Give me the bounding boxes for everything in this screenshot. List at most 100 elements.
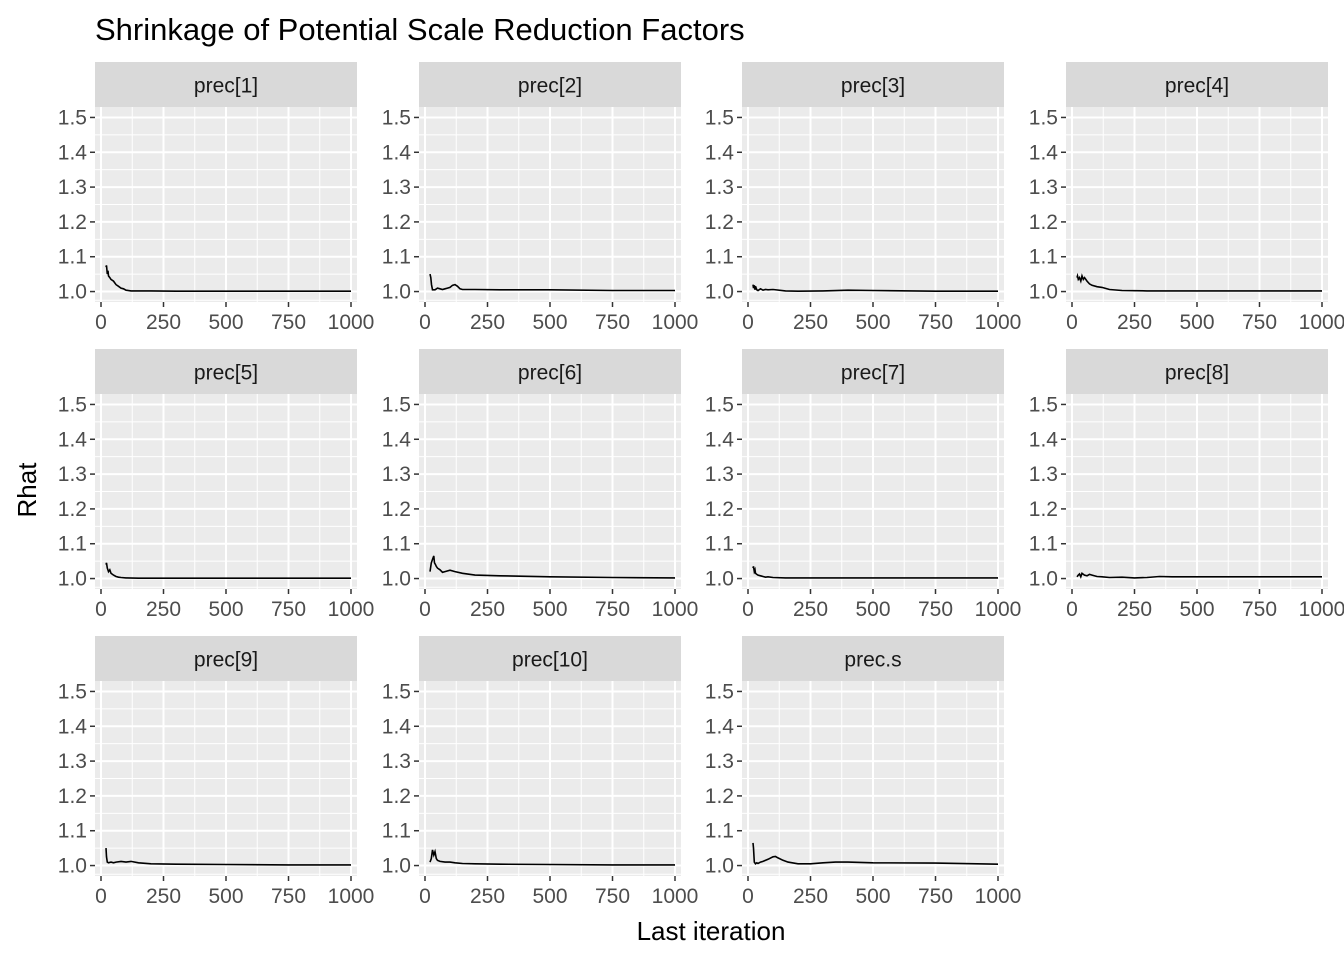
facet-panel: prec[3] 1.0 1.1 1.2 1.3 1.4 1.5 0 250 500 750 1000 — [705, 62, 1021, 334]
x-tick-label: 750 — [1242, 598, 1277, 621]
y-tick-label: 1.1 — [705, 533, 734, 556]
facet-panel: prec[10] 1.0 1.1 1.2 1.3 1.4 1.5 0 250 500 750 1000 — [382, 636, 698, 908]
facet-strip-label: prec[5] — [194, 362, 258, 385]
y-tick-label: 1.2 — [382, 211, 411, 234]
y-tick-label: 1.2 — [705, 498, 734, 521]
y-tick-label: 1.1 — [58, 820, 87, 843]
rhat-series-line — [752, 566, 998, 579]
rhat-series-line — [1076, 572, 1322, 579]
x-tick-label: 0 — [742, 885, 754, 908]
facet-strip — [1066, 62, 1328, 107]
y-tick-label: 1.5 — [705, 106, 734, 129]
x-tick-label: 1000 — [652, 598, 699, 621]
x-tick-label: 0 — [419, 311, 431, 334]
y-tick-label: 1.3 — [1029, 176, 1058, 199]
facet-panel: prec[8] 1.0 1.1 1.2 1.3 1.4 1.5 0 250 500 750 1000 — [1029, 349, 1344, 621]
rhat-series-line — [429, 848, 675, 866]
x-tick-label: 500 — [855, 598, 890, 621]
facet-strip — [742, 349, 1004, 394]
x-tick-label: 250 — [470, 598, 505, 621]
x-tick-label: 750 — [271, 885, 306, 908]
x-tick-label: 1000 — [975, 885, 1022, 908]
y-tick-label: 1.1 — [705, 820, 734, 843]
y-tick-label: 1.1 — [1029, 246, 1058, 269]
x-tick-label: 750 — [595, 598, 630, 621]
y-tick-label: 1.1 — [382, 246, 411, 269]
y-tick-label: 1.2 — [1029, 211, 1058, 234]
y-axis-title: Rhat — [12, 462, 42, 518]
facet-strip — [95, 62, 357, 107]
y-tick-label: 1.3 — [705, 750, 734, 773]
facet-strip-label: prec[3] — [841, 75, 905, 98]
y-tick-label: 1.4 — [705, 141, 735, 164]
facet-strip-label: prec[1] — [194, 75, 258, 98]
x-tick-label: 750 — [918, 311, 953, 334]
y-tick-label: 1.0 — [1029, 568, 1058, 591]
facet-strip — [419, 62, 681, 107]
x-tick-label: 250 — [793, 598, 828, 621]
y-tick-label: 1.1 — [58, 246, 87, 269]
facet-strip-label: prec.s — [844, 649, 901, 672]
x-tick-label: 1000 — [328, 598, 375, 621]
x-tick-label: 500 — [532, 311, 567, 334]
y-tick-label: 1.2 — [382, 785, 411, 808]
x-tick-label: 500 — [855, 311, 890, 334]
y-tick-label: 1.0 — [382, 568, 411, 591]
x-tick-label: 250 — [1117, 598, 1152, 621]
facet-strip — [95, 349, 357, 394]
facet-panel: prec[9] 1.0 1.1 1.2 1.3 1.4 1.5 0 250 500 750 1000 — [58, 636, 374, 908]
rhat-series-line — [752, 842, 999, 865]
y-tick-label: 1.4 — [1029, 141, 1059, 164]
facet-strip — [419, 636, 681, 681]
facet-panel: prec[5] 1.0 1.1 1.2 1.3 1.4 1.5 0 250 500 750 1000 — [58, 349, 375, 621]
y-tick-label: 1.3 — [705, 463, 734, 486]
facet-panel: prec[7] 1.0 1.1 1.2 1.3 1.4 1.5 0 250 500 750 1000 — [705, 349, 1021, 621]
facet-strip-label: prec[9] — [194, 649, 258, 672]
x-tick-label: 500 — [1179, 311, 1214, 334]
x-tick-label: 250 — [470, 311, 505, 334]
y-tick-label: 1.2 — [382, 498, 411, 521]
facet-strip-label: prec[7] — [841, 362, 905, 385]
y-tick-label: 1.3 — [382, 463, 411, 486]
x-tick-label: 500 — [208, 885, 243, 908]
y-tick-label: 1.5 — [382, 393, 411, 416]
x-tick-label: 0 — [1066, 311, 1078, 334]
facet-panel: prec[6] 1.0 1.1 1.2 1.3 1.4 1.5 0 250 500 750 1000 — [382, 349, 699, 621]
x-tick-label: 250 — [793, 311, 828, 334]
y-tick-label: 1.2 — [705, 211, 734, 234]
rhat-series-line — [1076, 272, 1322, 292]
x-tick-label: 500 — [208, 311, 243, 334]
x-tick-label: 750 — [595, 311, 630, 334]
x-tick-label: 1000 — [1299, 311, 1344, 334]
y-tick-label: 1.1 — [382, 533, 411, 556]
rhat-series-line — [105, 265, 351, 292]
x-tick-label: 750 — [1242, 311, 1277, 334]
y-tick-label: 1.3 — [1029, 463, 1058, 486]
y-tick-label: 1.5 — [1029, 106, 1058, 129]
x-tick-label: 1000 — [1299, 598, 1344, 621]
x-tick-label: 250 — [470, 885, 505, 908]
y-tick-label: 1.4 — [705, 428, 735, 451]
facet-strip — [95, 636, 357, 681]
y-tick-label: 1.3 — [705, 176, 734, 199]
y-tick-label: 1.4 — [382, 428, 412, 451]
y-tick-label: 1.3 — [382, 750, 411, 773]
y-tick-label: 1.2 — [58, 211, 87, 234]
x-tick-label: 250 — [146, 598, 181, 621]
x-tick-label: 0 — [419, 598, 431, 621]
facet-strip — [1066, 349, 1328, 394]
y-tick-label: 1.0 — [382, 855, 411, 878]
y-tick-label: 1.0 — [58, 568, 87, 591]
facet-strip — [742, 62, 1004, 107]
y-tick-label: 1.0 — [382, 281, 411, 304]
y-tick-label: 1.5 — [58, 106, 87, 129]
facet-strip-label: prec[2] — [518, 75, 582, 98]
facet-strip — [419, 349, 681, 394]
y-tick-label: 1.5 — [705, 680, 734, 703]
y-tick-label: 1.0 — [705, 281, 734, 304]
x-tick-label: 500 — [1179, 598, 1214, 621]
x-tick-label: 0 — [742, 311, 754, 334]
x-tick-label: 0 — [742, 598, 754, 621]
x-tick-label: 500 — [208, 598, 243, 621]
